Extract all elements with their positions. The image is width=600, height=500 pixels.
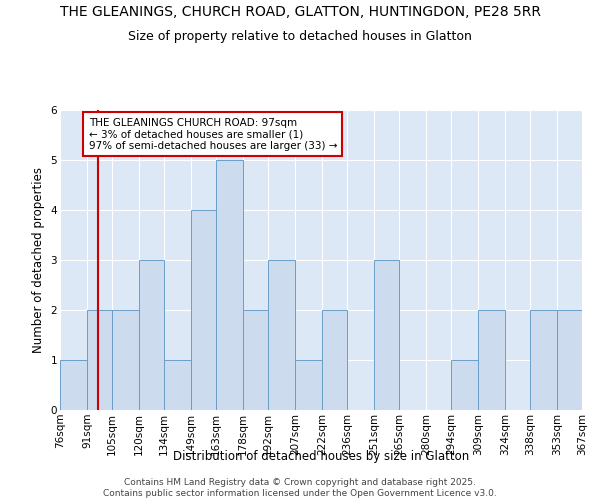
Bar	[243, 310, 268, 410]
Bar	[268, 260, 295, 410]
Bar	[530, 310, 557, 410]
Bar	[295, 360, 322, 410]
Bar	[216, 160, 243, 410]
Bar	[139, 260, 164, 410]
Bar	[112, 310, 139, 410]
Text: Size of property relative to detached houses in Glatton: Size of property relative to detached ho…	[128, 30, 472, 43]
Bar	[374, 260, 399, 410]
Bar	[87, 310, 112, 410]
Text: THE GLEANINGS CHURCH ROAD: 97sqm
← 3% of detached houses are smaller (1)
97% of : THE GLEANINGS CHURCH ROAD: 97sqm ← 3% of…	[89, 118, 337, 150]
Bar	[191, 210, 216, 410]
Bar	[451, 360, 478, 410]
Y-axis label: Number of detached properties: Number of detached properties	[32, 167, 45, 353]
Bar	[478, 310, 505, 410]
Bar	[164, 360, 191, 410]
Text: Contains HM Land Registry data © Crown copyright and database right 2025.
Contai: Contains HM Land Registry data © Crown c…	[103, 478, 497, 498]
Bar	[60, 360, 87, 410]
Bar	[322, 310, 347, 410]
Text: Distribution of detached houses by size in Glatton: Distribution of detached houses by size …	[173, 450, 469, 463]
Text: THE GLEANINGS, CHURCH ROAD, GLATTON, HUNTINGDON, PE28 5RR: THE GLEANINGS, CHURCH ROAD, GLATTON, HUN…	[59, 5, 541, 19]
Bar	[557, 310, 582, 410]
